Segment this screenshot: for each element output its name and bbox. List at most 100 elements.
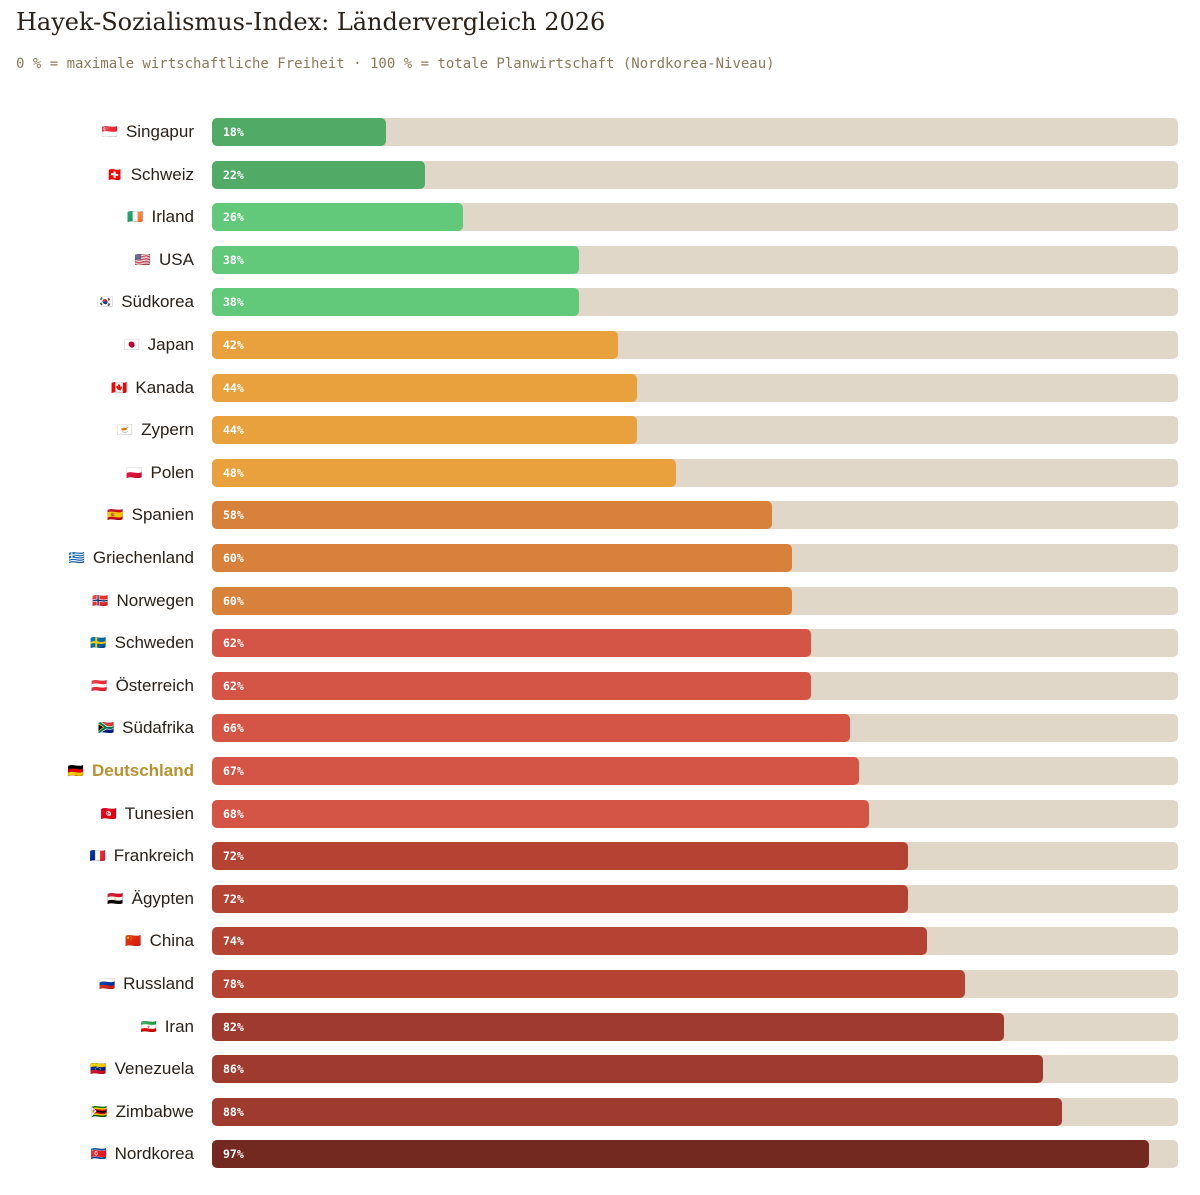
category-name: China (149, 931, 194, 951)
category-name: Polen (150, 462, 194, 482)
bar-row: 🇿🇦 Südafrika 66% (0, 714, 1200, 743)
category-label: 🇪🇸 Spanien (107, 501, 194, 529)
bar: 88% (212, 1097, 1063, 1126)
bar: 66% (212, 714, 850, 743)
bar: 60% (212, 544, 792, 572)
bar-row: 🇨🇾 Zypern 44% (0, 416, 1200, 445)
flag-icon: 🇮🇷 (140, 1018, 157, 1034)
bar-track: 78% (212, 970, 1178, 998)
bar-track: 22% (212, 160, 1178, 189)
category-name: Venezuela (114, 1059, 194, 1079)
bar-row: 🇩🇪 Deutschland 67% (0, 757, 1200, 785)
bar: 78% (212, 970, 966, 998)
bar: 44% (212, 373, 638, 402)
flag-icon: 🇨🇦 (111, 379, 128, 395)
data-label: 38% (223, 252, 244, 267)
bar-track: 62% (212, 629, 1178, 658)
category-name: Spanien (131, 505, 194, 525)
category-label: 🇰🇵 Nordkorea (90, 1140, 194, 1168)
data-label: 74% (223, 934, 244, 949)
category-name: Frankreich (113, 846, 194, 866)
flag-icon: 🇮🇪 (127, 209, 144, 225)
data-label: 68% (223, 806, 244, 821)
bar-track: 48% (212, 458, 1178, 487)
data-label: 88% (223, 1104, 244, 1119)
bar-row: 🇸🇪 Schweden 62% (0, 629, 1200, 658)
flag-icon: 🇯🇵 (123, 337, 140, 352)
bar-row: 🇬🇷 Griechenland 60% (0, 544, 1200, 572)
bar: 60% (212, 586, 792, 615)
data-label: 78% (223, 977, 244, 991)
category-label: 🇨🇦 Kanada (111, 374, 194, 402)
bar-row: 🇫🇷 Frankreich 72% (0, 842, 1200, 871)
category-name: Japan (147, 335, 194, 354)
bar: 38% (212, 245, 580, 274)
bar-row: 🇹🇳 Tunesien 68% (0, 799, 1200, 828)
bar-row: 🇪🇬 Ägypten 72% (0, 884, 1200, 913)
bar-track: 88% (212, 1097, 1178, 1126)
data-label: 67% (223, 764, 244, 778)
flag-icon: 🇨🇳 (125, 933, 142, 949)
category-label: 🇨🇭 Schweiz (107, 161, 195, 189)
flag-icon: 🇹🇳 (100, 805, 117, 821)
data-label: 44% (223, 423, 244, 438)
category-label: 🇫🇷 Frankreich (90, 842, 195, 870)
bar-row: 🇳🇴 Norwegen 60% (0, 586, 1200, 615)
category-name: Nordkorea (114, 1144, 194, 1164)
flag-icon: 🇨🇾 (116, 422, 134, 438)
flag-icon: 🇫🇷 (89, 848, 106, 864)
bar-row: 🇰🇷 Südkorea 38% (0, 288, 1200, 317)
category-label: 🇨🇳 China (125, 927, 194, 955)
category-label: 🇹🇳 Tunesien (101, 800, 195, 828)
category-label: 🇸🇪 Schweden (90, 629, 194, 657)
bar-track: 26% (212, 203, 1178, 232)
bar: 44% (212, 416, 638, 445)
bar: 38% (212, 288, 580, 317)
data-label: 72% (223, 891, 244, 906)
flag-icon: 🇿🇼 (91, 1103, 108, 1119)
category-name: USA (159, 249, 194, 269)
flag-icon: 🇬🇷 (68, 550, 85, 565)
bar-track: 58% (212, 501, 1178, 530)
data-label: 38% (223, 295, 244, 310)
category-label: 🇦🇹 Österreich (91, 672, 194, 700)
bar: 58% (212, 501, 773, 530)
flag-icon: 🇳🇴 (92, 592, 109, 608)
category-label: 🇮🇷 Iran (141, 1013, 194, 1041)
category-name: Südkorea (121, 292, 194, 312)
flag-icon: 🇸🇬 (101, 124, 118, 139)
data-label: 42% (223, 338, 244, 352)
category-name: Zimbabwe (115, 1101, 194, 1121)
category-label: 🇮🇪 Irland (127, 203, 194, 231)
bar-row: 🇷🇺 Russland 78% (0, 970, 1200, 998)
flag-icon: 🇦🇹 (91, 677, 108, 693)
flag-icon: 🇪🇸 (107, 507, 124, 523)
bar-row: 🇸🇬 Singapur 18% (0, 118, 1200, 146)
bar-track: 68% (212, 799, 1178, 828)
category-name: Zypern (141, 420, 194, 440)
data-label: 97% (223, 1147, 244, 1162)
bar-track: 38% (212, 245, 1178, 274)
category-label: 🇷🇺 Russland (99, 970, 194, 998)
data-label: 82% (223, 1019, 244, 1034)
bar-track: 82% (212, 1012, 1178, 1041)
data-label: 62% (223, 678, 244, 693)
bar-row: 🇨🇳 China 74% (0, 927, 1200, 956)
category-name: Russland (123, 974, 194, 993)
flag-icon: 🇷🇺 (98, 976, 116, 991)
bar-row: 🇪🇸 Spanien 58% (0, 501, 1200, 530)
category-label: 🇿🇼 Zimbabwe (91, 1098, 194, 1126)
category-name: Griechenland (92, 548, 194, 567)
flag-icon: 🇵🇱 (126, 464, 143, 480)
flag-icon: 🇺🇸 (134, 251, 152, 267)
bar-track: 62% (212, 671, 1178, 700)
bar-row: 🇻🇪 Venezuela 86% (0, 1055, 1200, 1084)
flag-icon: 🇪🇬 (107, 890, 124, 906)
data-label: 62% (223, 636, 244, 651)
bar: 86% (212, 1055, 1043, 1084)
bar: 22% (212, 160, 425, 189)
category-label: 🇻🇪 Venezuela (90, 1055, 194, 1083)
category-label: 🇿🇦 Südafrika (98, 714, 194, 742)
bar-row: 🇨🇭 Schweiz 22% (0, 160, 1200, 189)
